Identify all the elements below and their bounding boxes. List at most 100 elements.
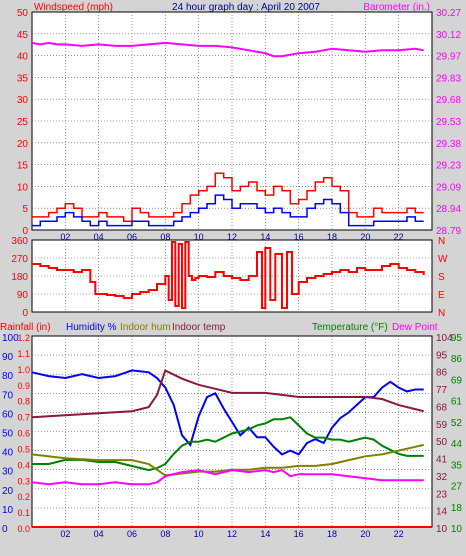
temp-f-tick-label: 59: [436, 420, 448, 431]
rain-tick-label: 0.0: [17, 524, 30, 534]
x-tick-label: 18: [327, 529, 337, 539]
direction-series-0: [32, 241, 425, 309]
humidity-tick-label: 30: [2, 467, 14, 478]
temp-f-tick-label: 104: [436, 333, 453, 344]
temp-extra-tick-label: 18: [451, 503, 463, 514]
wind-series-1: [32, 172, 424, 223]
x-tick-label: 06: [127, 529, 137, 539]
compass-tick-label: W: [438, 254, 448, 265]
barometer-tick-label: 29.53: [436, 117, 461, 128]
legend-entry: Temperature (°F): [312, 322, 388, 333]
temp-f-tick-label: 23: [436, 489, 448, 500]
x-tick-label: 18: [327, 232, 337, 242]
barometer-tick-label: 29.38: [436, 139, 461, 150]
windspeed-tick-label: 20: [17, 139, 29, 150]
humidity-tick-label: 90: [2, 352, 14, 363]
temp-f-tick-label: 86: [436, 368, 448, 379]
rain-tick-label: 0.6: [17, 429, 30, 439]
x-tick-label: 16: [294, 529, 304, 539]
barometer-tick-label: 28.79: [436, 226, 461, 237]
rain-tick-label: 0.5: [17, 444, 30, 454]
temp-series-4: [31, 469, 424, 486]
humidity-tick-label: 70: [2, 390, 14, 401]
rain-tick-label: 0.3: [17, 476, 30, 486]
temp-series-2: [32, 416, 424, 472]
humidity-tick-label: 50: [2, 429, 14, 440]
windspeed-tick-label: 5: [22, 204, 28, 215]
x-tick-label: 08: [160, 232, 170, 242]
temp-extra-tick-label: 10: [451, 524, 463, 535]
temp-f-tick-label: 10: [436, 524, 448, 535]
temp-extra-tick-label: 44: [451, 439, 463, 450]
temp-extra-tick-label: 52: [451, 418, 463, 429]
barometer-tick-label: 29.09: [436, 182, 461, 193]
rain-tick-label: 0.4: [17, 460, 30, 470]
temp-series-3: [31, 443, 424, 477]
x-tick-label: 20: [360, 232, 370, 242]
temp-extra-tick-label: 86: [451, 354, 463, 365]
windspeed-tick-label: 50: [17, 8, 29, 19]
temp-f-tick-label: 14: [436, 507, 448, 518]
barometer-axis-label: Barometer (in.): [363, 2, 430, 13]
wind-series-2: [32, 194, 424, 227]
humidity-tick-label: 40: [2, 448, 14, 459]
windspeed-tick-label: 40: [17, 52, 29, 63]
windspeed-tick-label: 0: [22, 226, 28, 237]
temp-extra-tick-label: 61: [451, 397, 463, 408]
legend-entry: Indoor hum: [120, 322, 171, 333]
temp-extra-tick-label: 27: [451, 482, 463, 493]
windspeed-tick-label: 25: [17, 117, 29, 128]
humidity-tick-label: 0: [2, 524, 8, 535]
legend-entry: Indoor temp: [172, 322, 226, 333]
rain-tick-label: 0.1: [17, 508, 30, 518]
direction-tick-label: 90: [17, 290, 29, 301]
temp-extra-tick-label: 35: [451, 460, 463, 471]
humidity-tick-label: 10: [2, 505, 14, 516]
rain-tick-label: 0.9: [17, 381, 30, 391]
x-tick-label: 06: [127, 232, 137, 242]
x-tick-label: 22: [394, 232, 404, 242]
compass-tick-label: E: [438, 290, 445, 301]
x-tick-label: 04: [94, 529, 104, 539]
windspeed-axis-label: Windspeed (mph): [34, 2, 113, 13]
barometer-tick-label: 30.12: [436, 30, 461, 41]
legend-entry: Dew Point: [392, 322, 438, 333]
x-tick-label: 10: [194, 232, 204, 242]
temp-f-tick-label: 41: [436, 455, 448, 466]
temp-f-tick-label: 32: [436, 472, 448, 483]
legend-entry: Rainfall (in): [0, 322, 51, 333]
compass-tick-label: S: [438, 272, 445, 283]
legend-entry: Humidity %: [66, 322, 117, 333]
x-tick-label: 02: [60, 232, 70, 242]
compass-tick-label: N: [438, 236, 445, 247]
rain-tick-label: 0.8: [17, 397, 30, 407]
windspeed-tick-label: 30: [17, 95, 29, 106]
windspeed-tick-label: 35: [17, 73, 29, 84]
x-tick-label: 12: [227, 529, 237, 539]
x-tick-label: 14: [260, 232, 270, 242]
windspeed-tick-label: 15: [17, 161, 29, 172]
x-tick-label: 08: [160, 529, 170, 539]
barometer-tick-label: 29.68: [436, 95, 461, 106]
humidity-tick-label: 100: [2, 333, 19, 344]
x-tick-label: 04: [94, 232, 104, 242]
direction-tick-label: 180: [11, 272, 28, 283]
humidity-tick-label: 20: [2, 486, 14, 497]
x-tick-label: 14: [260, 529, 270, 539]
direction-tick-label: 0: [22, 308, 28, 319]
rain-tick-label: 1.1: [17, 349, 30, 359]
x-tick-label: 20: [360, 529, 370, 539]
temp-f-tick-label: 68: [436, 402, 448, 413]
direction-tick-label: 360: [11, 236, 28, 247]
rain-tick-label: 1.2: [17, 333, 30, 343]
temp-extra-tick-label: 95: [451, 333, 463, 344]
rain-tick-label: 0.7: [17, 413, 30, 423]
windspeed-tick-label: 45: [17, 30, 29, 41]
wind-series-0: [31, 41, 424, 58]
x-tick-label: 10: [194, 529, 204, 539]
x-tick-label: 12: [227, 232, 237, 242]
x-tick-label: 22: [394, 529, 404, 539]
temp-series-1: [31, 369, 424, 419]
barometer-tick-label: 29.97: [436, 52, 461, 63]
